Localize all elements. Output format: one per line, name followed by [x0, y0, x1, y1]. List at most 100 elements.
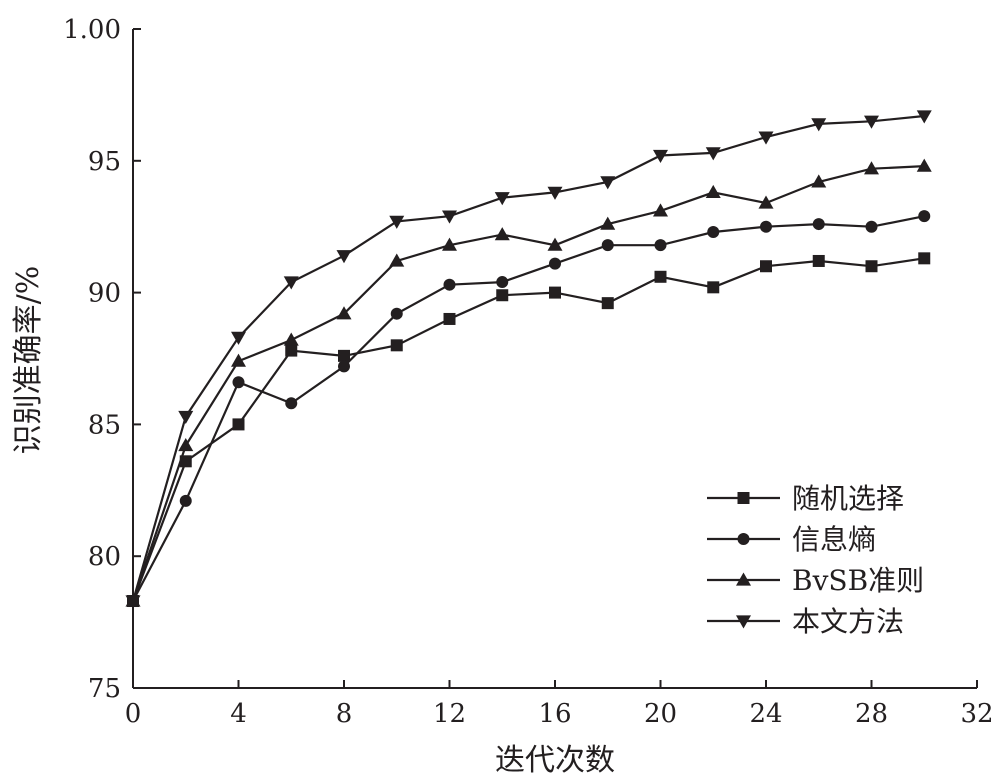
y-tick-label: 75	[88, 674, 121, 704]
data-point	[705, 184, 721, 199]
data-point	[811, 118, 827, 132]
y-tick-label: 90	[88, 279, 121, 309]
legend-marker	[737, 533, 750, 545]
data-point	[443, 278, 456, 291]
data-point	[232, 418, 245, 431]
data-point	[494, 227, 510, 241]
data-point	[125, 595, 141, 609]
data-point	[389, 253, 405, 267]
series-line	[131, 257, 925, 602]
legend-item: BvSB准则	[707, 564, 924, 597]
x-tick-label: 4	[230, 699, 247, 729]
x-tick-label: 0	[125, 699, 142, 729]
data-point	[864, 115, 879, 129]
data-point	[338, 360, 350, 373]
data-point	[231, 353, 246, 367]
data-point	[547, 186, 563, 200]
data-point	[601, 239, 614, 252]
data-point	[705, 147, 721, 161]
data-point	[916, 158, 932, 172]
data-point	[760, 260, 772, 273]
legend-label: 信息熵	[792, 523, 876, 556]
data-point	[283, 332, 299, 346]
data-point	[442, 210, 457, 224]
series-line	[131, 165, 925, 602]
data-point	[707, 281, 720, 294]
data-point	[389, 215, 405, 229]
legend-label: 本文方法	[792, 605, 904, 638]
data-point	[758, 131, 774, 145]
data-point	[812, 254, 825, 267]
series-4	[125, 110, 932, 609]
data-point	[496, 276, 509, 289]
data-point	[496, 289, 509, 302]
data-point	[443, 312, 456, 325]
x-tick-label: 28	[855, 699, 888, 729]
data-point	[654, 239, 667, 252]
x-tick-label: 16	[538, 699, 571, 729]
y-tick-label: 85	[88, 410, 121, 440]
data-point	[864, 161, 879, 175]
data-point	[390, 307, 403, 320]
data-point	[760, 220, 772, 233]
data-point	[707, 225, 720, 238]
data-point	[811, 174, 827, 188]
data-point	[231, 331, 246, 345]
x-tick-label: 24	[749, 699, 782, 729]
data-point	[178, 410, 194, 424]
x-axis-title: 迭代次数	[495, 743, 615, 778]
data-point	[918, 210, 931, 223]
data-point	[283, 276, 299, 290]
data-point	[653, 203, 668, 217]
x-tick-label: 20	[644, 699, 677, 729]
data-point	[865, 260, 878, 273]
series-layer	[125, 110, 932, 609]
x-tick-label: 12	[433, 699, 466, 729]
y-axis-title: 识别准确率/%	[11, 266, 46, 455]
legend-marker	[736, 572, 751, 586]
data-point	[812, 218, 825, 231]
y-tick-label: 80	[88, 542, 121, 572]
legend-marker	[736, 615, 751, 629]
data-point	[600, 176, 616, 190]
series-line	[131, 114, 925, 602]
data-point	[338, 349, 350, 362]
data-point	[916, 110, 932, 124]
legend-label: 随机选择	[792, 482, 904, 515]
data-point	[549, 286, 561, 299]
data-point	[232, 376, 245, 389]
data-point	[547, 237, 563, 251]
legend-marker	[737, 492, 750, 504]
data-point	[336, 250, 352, 264]
data-point	[178, 437, 194, 452]
y-tick-label: 95	[88, 147, 121, 177]
x-tick-label: 32	[960, 699, 993, 729]
data-point	[179, 494, 192, 507]
data-point	[654, 270, 667, 283]
data-point	[758, 195, 774, 209]
legend-item: 本文方法	[707, 605, 904, 638]
data-point	[600, 216, 616, 230]
data-point	[179, 455, 192, 468]
data-point	[601, 297, 614, 310]
data-point	[336, 306, 352, 320]
legend-label: BvSB准则	[792, 564, 924, 597]
data-point	[494, 192, 510, 206]
data-point	[653, 149, 668, 164]
y-tick-label: 1.00	[63, 15, 121, 45]
legend-item: 信息熵	[707, 523, 876, 556]
x-tick-label: 8	[336, 699, 353, 729]
series-line	[132, 215, 925, 602]
data-point	[918, 252, 931, 265]
data-point	[285, 344, 298, 357]
data-point	[549, 257, 561, 270]
axes: 0 4 8 12 16 20 24 28 32 75 80 85 90 95 1.00	[63, 15, 993, 729]
legend-item: 随机选择	[707, 482, 904, 515]
data-point	[442, 237, 457, 251]
series-3	[125, 158, 932, 607]
data-point	[390, 339, 403, 352]
data-point	[285, 397, 298, 410]
data-point	[865, 220, 878, 233]
